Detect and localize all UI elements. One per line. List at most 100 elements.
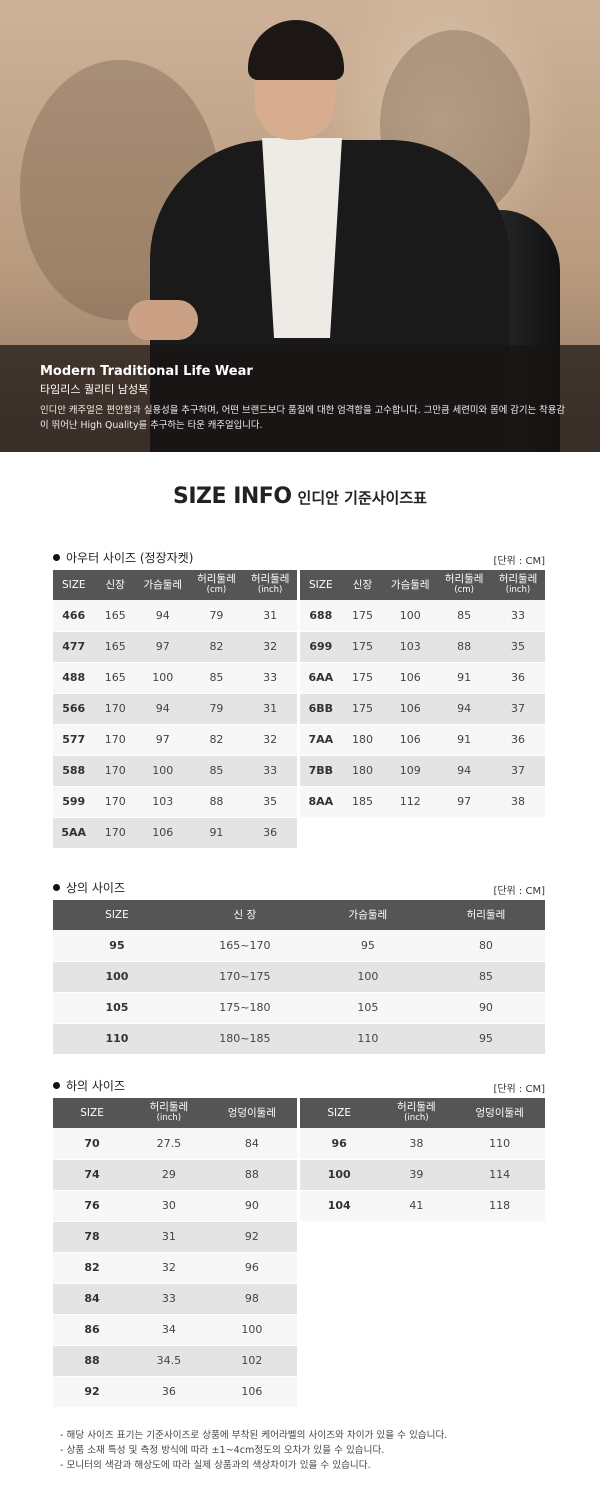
value-cell: 85 (189, 755, 244, 787)
value-cell: 105 (308, 992, 427, 1024)
value-cell: 36 (491, 662, 545, 694)
bottom-section-header: 하의 사이즈 [단위 : CM] (53, 1076, 545, 1096)
header-label: 가슴둘레 (143, 578, 183, 591)
outer-size-table-left: SIZE 신장 가슴둘레 허리둘레 (cm) 허리둘레 (inch) 466 165 94 79 31… (53, 570, 297, 849)
table-header-row: SIZE 허리둘레 (inch) 엉덩이둘레 (300, 1098, 545, 1128)
value-cell: 30 (131, 1190, 207, 1222)
value-cell: 34.5 (131, 1345, 207, 1377)
unit-label: [단위 : CM] (493, 556, 545, 567)
table-row: 477 165 97 82 32 (53, 631, 297, 663)
value-cell: 35 (491, 631, 545, 663)
value-cell: 32 (243, 724, 297, 756)
size-cell: 110 (53, 1023, 181, 1055)
value-cell: 37 (491, 755, 545, 787)
header-label: 엉덩이둘레 (227, 1106, 276, 1119)
value-cell: 175 (341, 631, 384, 663)
column-header: SIZE (53, 1098, 132, 1128)
value-cell: 102 (206, 1345, 297, 1377)
value-cell: 79 (189, 693, 244, 725)
model-hair-image (248, 20, 344, 80)
value-cell: 114 (454, 1159, 545, 1191)
header-label: SIZE (61, 578, 86, 591)
table-row: 96 38 110 (300, 1128, 545, 1160)
bullet-icon (53, 884, 60, 891)
size-cell: 599 (53, 786, 95, 818)
top-size-table: SIZE 신 장 가슴둘레 허리둘레 95 165~170 95 80 100 170~175 10… (53, 900, 545, 1055)
value-cell: 91 (437, 724, 492, 756)
size-cell: 78 (53, 1221, 132, 1253)
value-cell: 32 (131, 1252, 207, 1284)
table-row: 599 170 103 88 35 (53, 786, 297, 818)
outer-section-header: 아우터 사이즈 (정장자켓) [단위 : CM] (53, 548, 545, 568)
size-cell: 76 (53, 1190, 132, 1222)
value-cell: 103 (135, 786, 190, 818)
value-cell: 31 (243, 600, 297, 632)
hero-title: Modern Traditional Life Wear (40, 364, 253, 379)
column-header: SIZE (300, 1098, 379, 1128)
table-header-row: SIZE 허리둘레 (inch) 엉덩이둘레 (53, 1098, 297, 1128)
column-header: 엉덩이둘레 (206, 1098, 297, 1128)
size-cell: 688 (300, 600, 342, 632)
header-label: SIZE (105, 908, 129, 921)
value-cell: 91 (189, 817, 244, 849)
column-header: 신 장 (180, 900, 309, 930)
value-cell: 185 (341, 786, 384, 818)
header-label: 허리둘레 (149, 1101, 189, 1113)
value-cell: 29 (131, 1159, 207, 1191)
table-row: 6BB 175 106 94 37 (300, 693, 545, 725)
size-cell: 96 (300, 1128, 379, 1160)
table-row: 100 170~175 100 85 (53, 961, 545, 993)
header-unit: (cm) (206, 585, 227, 595)
value-cell: 106 (383, 724, 438, 756)
value-cell: 94 (437, 693, 492, 725)
size-cell: 84 (53, 1283, 132, 1315)
value-cell: 38 (491, 786, 545, 818)
hero-subtitle: 타임리스 퀄리티 남성복 (40, 383, 149, 396)
value-cell: 175 (341, 600, 384, 632)
column-header: 허리둘레 (426, 900, 545, 930)
table-row: 78 31 92 (53, 1221, 297, 1253)
table-row: 100 39 114 (300, 1159, 545, 1191)
value-cell: 100 (206, 1314, 297, 1346)
value-cell: 103 (383, 631, 438, 663)
size-cell: 82 (53, 1252, 132, 1284)
size-cell: 566 (53, 693, 95, 725)
value-cell: 170~175 (180, 961, 309, 993)
size-cell: 488 (53, 662, 95, 694)
size-cell: 477 (53, 631, 95, 663)
table-row: 110 180~185 110 95 (53, 1023, 545, 1055)
value-cell: 94 (135, 693, 190, 725)
table-header-row: SIZE 신장 가슴둘레 허리둘레 (cm) 허리둘레 (inch) (300, 570, 545, 600)
value-cell: 95 (308, 930, 427, 962)
size-cell: 7BB (300, 755, 342, 787)
value-cell: 100 (135, 755, 190, 787)
header-unit: (inch) (156, 1113, 182, 1123)
table-row: 566 170 94 79 31 (53, 693, 297, 725)
value-cell: 33 (131, 1283, 207, 1315)
value-cell: 175 (341, 662, 384, 694)
bullet-icon (53, 1082, 60, 1089)
size-cell: 588 (53, 755, 95, 787)
value-cell: 31 (243, 693, 297, 725)
value-cell: 82 (189, 724, 244, 756)
table-row: 74 29 88 (53, 1159, 297, 1191)
column-header: 허리둘레 (inch) (378, 1098, 455, 1128)
table-row: 488 165 100 85 33 (53, 662, 297, 694)
value-cell: 35 (243, 786, 297, 818)
note: - 해당 사이즈 표기는 기준사이즈로 상품에 부착된 케어라벨의 사이즈와 차… (60, 1430, 448, 1441)
title-en: SIZE INFO (173, 484, 292, 509)
value-cell: 95 (426, 1023, 545, 1055)
value-cell: 170 (94, 724, 136, 756)
value-cell: 90 (206, 1190, 297, 1222)
table-row: 76 30 90 (53, 1190, 297, 1222)
value-cell: 39 (378, 1159, 455, 1191)
header-label: 신장 (105, 578, 125, 591)
table-row: 8AA 185 112 97 38 (300, 786, 545, 818)
outer-size-table-right: SIZE 신장 가슴둘레 허리둘레 (cm) 허리둘레 (inch) 688 175 100 85 3… (300, 570, 545, 818)
value-cell: 97 (437, 786, 492, 818)
value-cell: 180 (341, 755, 384, 787)
header-unit: (inch) (505, 585, 531, 595)
value-cell: 36 (131, 1376, 207, 1408)
column-header: 허리둘레 (inch) (131, 1098, 207, 1128)
table-header-row: SIZE 신 장 가슴둘레 허리둘레 (53, 900, 545, 930)
